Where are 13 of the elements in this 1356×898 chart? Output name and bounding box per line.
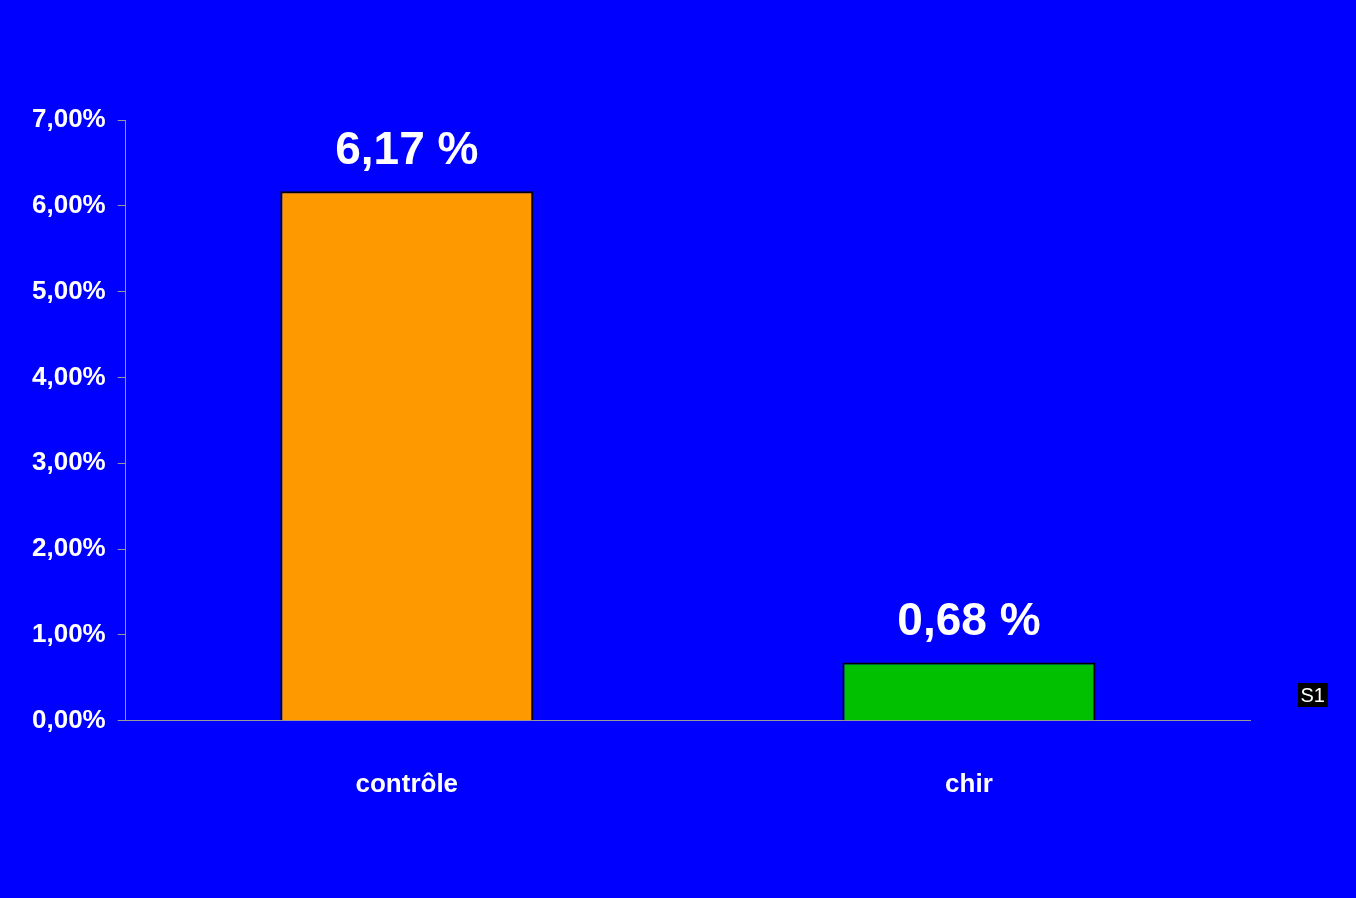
y-tick-label: 5,00% <box>31 274 106 305</box>
y-tick-label: 7,00% <box>31 103 106 134</box>
y-tick-label: 0,00% <box>31 703 106 734</box>
y-tick-label: 4,00% <box>31 360 106 391</box>
y-tick-label: 2,00% <box>31 532 106 563</box>
y-tick-label: 6,00% <box>31 189 106 219</box>
data-label: 0,68 % <box>897 593 1041 646</box>
data-label: 6,17 % <box>335 121 479 174</box>
x-tick-label: contrôle <box>355 767 459 798</box>
y-tick-label: 3,00% <box>31 446 106 477</box>
x-tick-label: chir <box>945 767 993 798</box>
text: S1 <box>1297 683 1328 707</box>
y-tick-label: 1,00% <box>31 618 106 649</box>
